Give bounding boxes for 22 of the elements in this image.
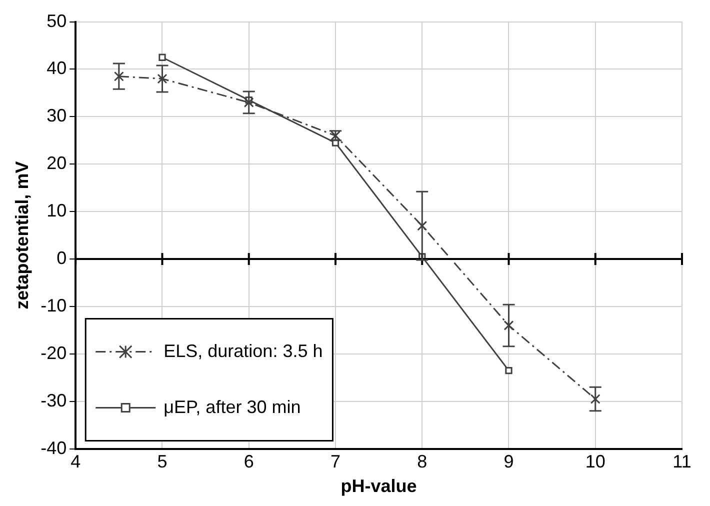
y-tick-label: 10 [46,200,67,221]
y-tick-label: -20 [40,342,67,363]
y-axis-title: zetapotential, mV [12,161,32,310]
legend-label: ELS, duration: 3.5 h [164,340,323,361]
legend-label: μEP, after 30 min [164,396,301,417]
x-tick-label: 8 [417,452,428,472]
x-tick-label: 10 [585,452,606,472]
y-tick-label: -10 [40,295,67,316]
x-tick-label: 4 [70,452,81,472]
y-tick-label: 40 [46,58,67,78]
x-tick-label: 11 [672,452,692,472]
x-tick-label: 9 [504,452,514,472]
y-tick-label: -30 [40,390,67,410]
x-tick-label: 6 [244,452,254,472]
y-tick-label: 50 [46,10,67,31]
y-tick-label: 20 [46,153,67,174]
x-axis-title: pH-value [340,476,417,496]
x-tick-label: 5 [157,452,168,472]
y-tick-label: 0 [56,248,67,268]
x-tick-label: 7 [330,452,340,472]
y-tick-label: -40 [40,438,67,458]
y-tick-label: 30 [46,106,67,126]
